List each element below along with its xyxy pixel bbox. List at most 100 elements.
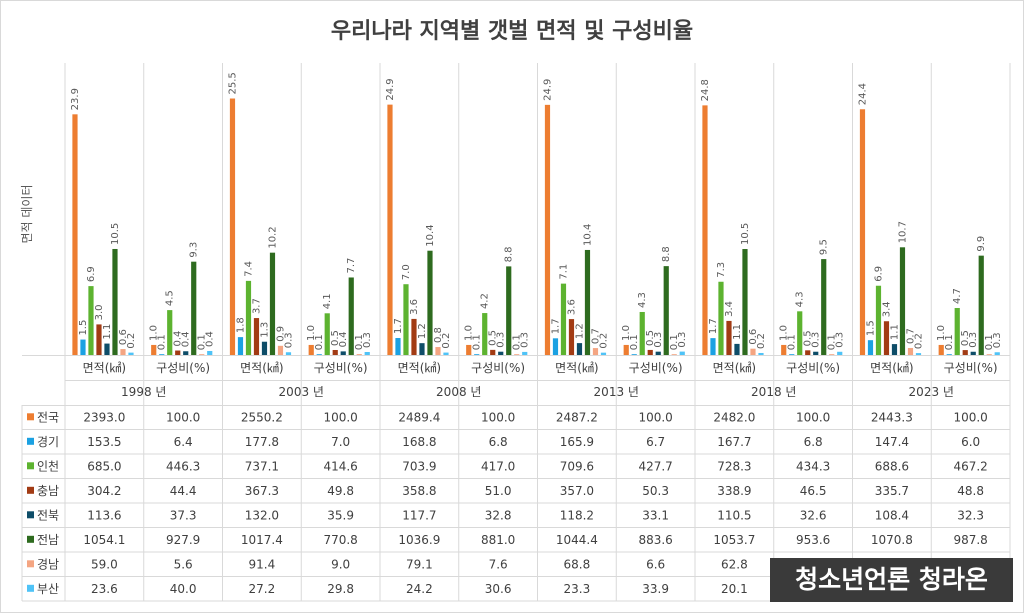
bar-전북-7	[655, 351, 661, 355]
table-cell-전국-9: 100.0	[796, 410, 830, 424]
data-label-충남-6: 3.6	[566, 299, 577, 315]
bar-전남-4	[427, 250, 433, 355]
bar-전남-6	[584, 249, 591, 355]
table-cell-인천-4: 703.9	[402, 459, 436, 473]
table-cell-경기-5: 6.8	[489, 435, 508, 449]
legend-swatch-부산	[27, 584, 34, 592]
bar-전북-11	[970, 351, 976, 355]
data-label-인천-9: 4.3	[795, 291, 806, 307]
legend-label-경남: 경남	[37, 557, 59, 571]
legend-swatch-경남	[27, 560, 34, 568]
data-label-전남-0: 10.5	[110, 223, 121, 245]
data-label-경남-4: 0.8	[433, 327, 444, 343]
table-cell-경남-2: 91.4	[249, 557, 276, 571]
legend-swatch-충남	[27, 486, 34, 494]
table-cell-경기-2: 177.8	[245, 435, 279, 449]
table-cell-충남-9: 46.5	[800, 484, 827, 498]
data-label-경기-10: 1.5	[865, 320, 876, 336]
table-cell-전국-7: 100.0	[638, 410, 672, 424]
data-label-경기-7: 0.1	[629, 334, 640, 350]
table-cell-인천-1: 446.3	[166, 459, 200, 473]
year-label-1: 2003 년	[279, 385, 324, 399]
bar-경남-0	[120, 349, 126, 355]
data-label-전국-4: 24.9	[385, 78, 396, 100]
bar-전북-4	[419, 343, 425, 355]
bar-충남-3	[332, 349, 338, 355]
data-label-전국-6: 24.9	[542, 79, 553, 101]
bar-전남-8	[742, 249, 748, 355]
bar-전국-9	[781, 344, 787, 355]
bar-전국-0	[72, 114, 78, 355]
table-cell-전남-3: 770.8	[323, 533, 357, 547]
data-label-인천-2: 7.4	[243, 261, 254, 277]
measure-label-6: 면적(㎢)	[555, 361, 598, 375]
bar-경남-2	[277, 345, 284, 355]
bar-충남-4	[411, 318, 417, 355]
bar-경남-7	[671, 354, 677, 355]
data-label-전북-3: 0.4	[338, 331, 349, 347]
bar-전남-5	[506, 266, 512, 355]
data-label-부산-1: 0.4	[205, 331, 216, 347]
bar-인천-0	[88, 286, 94, 355]
table-cell-전북-4: 117.7	[402, 508, 436, 522]
legend-label-전남: 전남	[37, 533, 59, 547]
data-label-인천-11: 4.7	[952, 288, 963, 304]
table-cell-부산-2: 27.2	[249, 582, 276, 596]
legend-label-인천: 인천	[37, 458, 59, 473]
table-cell-경남-1: 5.6	[174, 557, 193, 571]
data-label-경기-9: 0.1	[787, 334, 798, 350]
table-cell-전남-2: 1017.4	[241, 533, 283, 547]
table-cell-전북-7: 33.1	[642, 508, 669, 522]
bar-전남-10	[899, 247, 906, 355]
table-cell-전북-8: 110.5	[717, 508, 751, 522]
bar-경남-1	[199, 354, 205, 355]
data-label-인천-8: 7.3	[716, 262, 727, 278]
bar-부산-10	[915, 353, 922, 355]
bar-충남-10	[883, 321, 890, 355]
table-cell-부산-1: 40.0	[170, 582, 197, 596]
bar-경기-1	[159, 354, 165, 355]
bar-충남-8	[726, 320, 732, 355]
table-cell-전국-10: 2443.3	[871, 410, 913, 424]
data-label-부산-6: 0.2	[598, 333, 609, 349]
table-cell-경기-10: 147.4	[875, 435, 909, 449]
data-labels-layer: 23.91.56.93.01.110.50.60.2 1.00.14.50.40.…	[70, 72, 1003, 350]
bar-전북-6	[576, 343, 583, 355]
table-cell-부산-5: 30.6	[485, 582, 512, 596]
data-label-충남-10: 3.4	[881, 301, 892, 317]
bar-전국-8	[702, 105, 708, 356]
data-label-충남-1: 0.4	[173, 331, 184, 347]
bar-전남-0	[112, 248, 118, 355]
bar-전북-3	[340, 351, 346, 355]
data-label-전국-3: 1.0	[306, 325, 317, 341]
bar-전국-2	[229, 98, 236, 355]
data-label-충남-4: 3.6	[409, 299, 420, 315]
measure-label-7: 구성비(%)	[629, 361, 683, 375]
table-cell-전남-5: 881.0	[481, 533, 515, 547]
bar-부산-4	[443, 352, 449, 355]
data-label-부산-4: 0.2	[441, 333, 452, 349]
bar-경기-0	[80, 339, 86, 355]
data-label-부산-2: 0.3	[283, 332, 294, 348]
bar-부산-3	[364, 352, 370, 355]
table-cell-전남-4: 1036.9	[398, 533, 440, 547]
table-cell-전남-7: 883.6	[638, 533, 672, 547]
bar-충남-9	[805, 350, 811, 355]
data-label-충남-2: 3.7	[251, 298, 262, 314]
legend-label-전국: 전국	[37, 410, 59, 424]
bar-경기-5	[474, 354, 480, 355]
table-cell-인천-3: 414.6	[323, 459, 357, 473]
bar-부산-6	[600, 352, 607, 355]
data-label-전남-7: 8.8	[661, 246, 672, 262]
bar-전남-2	[269, 252, 276, 355]
data-label-전북-0: 1.1	[102, 324, 113, 340]
table-cell-경남-3: 9.0	[331, 557, 350, 571]
data-label-경기-0: 1.5	[78, 320, 89, 336]
data-label-전남-5: 8.8	[504, 246, 515, 262]
data-label-충남-5: 0.5	[488, 330, 499, 346]
bar-부산-7	[679, 351, 685, 355]
data-label-부산-10: 0.2	[913, 333, 924, 349]
data-label-경남-2: 0.9	[275, 326, 286, 342]
bar-경기-6	[552, 338, 559, 355]
